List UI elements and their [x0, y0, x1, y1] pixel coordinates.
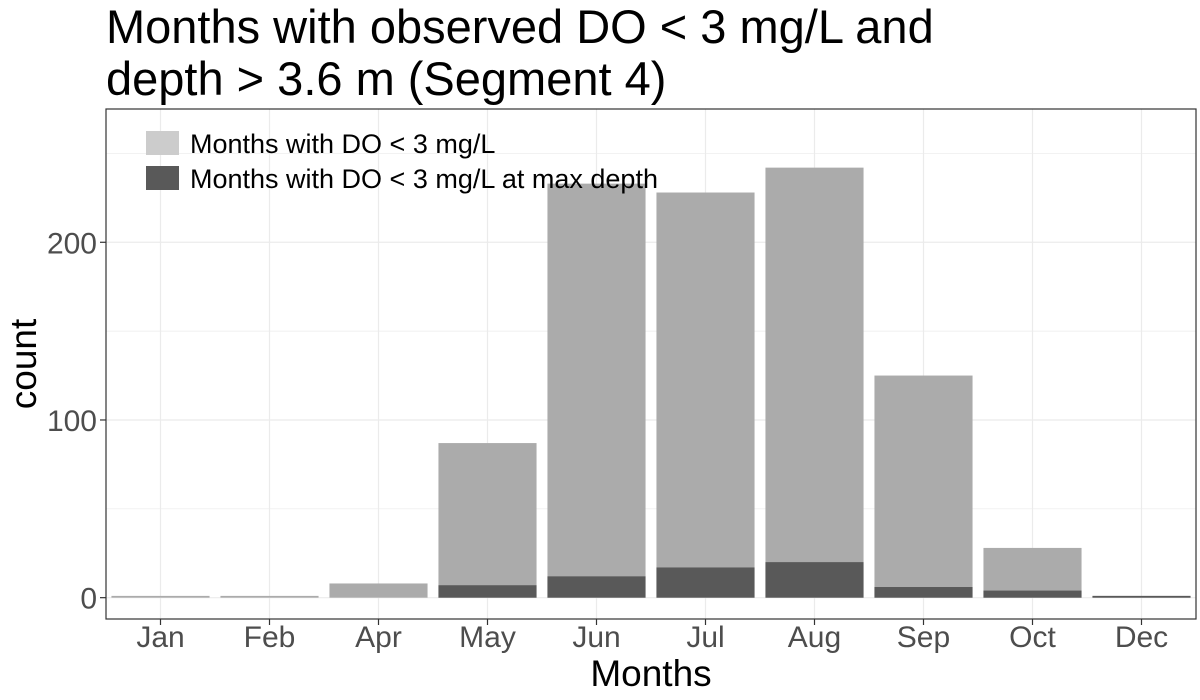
legend-key-total [146, 131, 179, 155]
x-axis-title: Months [590, 653, 711, 694]
x-tick-label: Oct [1009, 621, 1056, 654]
bar-total-jul [656, 192, 755, 598]
x-tick-label: Dec [1115, 621, 1168, 654]
y-tick-label: 200 [47, 227, 97, 260]
bar-max-depth-oct [983, 590, 1082, 598]
bar-max-depth-sep [874, 587, 973, 598]
legend: Months with DO < 3 mg/L Months with DO <… [146, 129, 658, 194]
panel-border [105, 108, 1197, 620]
x-tick-label: Aug [788, 621, 841, 654]
bar-total-feb [220, 595, 319, 598]
y-axis-ticks: 0 100 200 [47, 227, 106, 616]
x-tick-label: Jun [572, 621, 620, 654]
bar-total-jan [111, 595, 210, 598]
bar-total-oct [983, 547, 1082, 598]
x-tick-label: May [459, 621, 516, 654]
bars [111, 167, 1191, 598]
x-tick-label: Jul [686, 621, 724, 654]
y-tick-label: 0 [80, 583, 97, 616]
x-axis-ticks: Jan Feb Apr May Jun Jul Aug Sep Oct Dec [136, 619, 1168, 654]
x-tick-label: Sep [897, 621, 950, 654]
chart-title-line-2: depth > 3.6 m (Segment 4) [106, 52, 667, 105]
y-tick-label: 100 [47, 405, 97, 438]
x-tick-label: Jan [136, 621, 184, 654]
y-axis-title: count [3, 318, 44, 409]
bar-max-depth-may [438, 585, 537, 598]
legend-label-max-depth: Months with DO < 3 mg/L at max depth [190, 164, 658, 194]
bar-max-depth-dec [1092, 595, 1191, 598]
x-tick-label: Feb [244, 621, 296, 654]
bar-total-jun [547, 183, 646, 598]
bar-total-sep [874, 375, 973, 598]
bar-total-may [438, 443, 537, 598]
bar-max-depth-aug [765, 562, 864, 598]
legend-label-total: Months with DO < 3 mg/L [190, 129, 495, 159]
bar-max-depth-jun [547, 576, 646, 598]
chart-title-line-1: Months with observed DO < 3 mg/L and [106, 0, 934, 53]
x-tick-label: Apr [355, 621, 402, 654]
legend-key-max-depth [146, 166, 179, 190]
bar-total-apr [329, 583, 428, 598]
bar-max-depth-jul [656, 567, 755, 598]
bar-total-aug [765, 167, 864, 598]
